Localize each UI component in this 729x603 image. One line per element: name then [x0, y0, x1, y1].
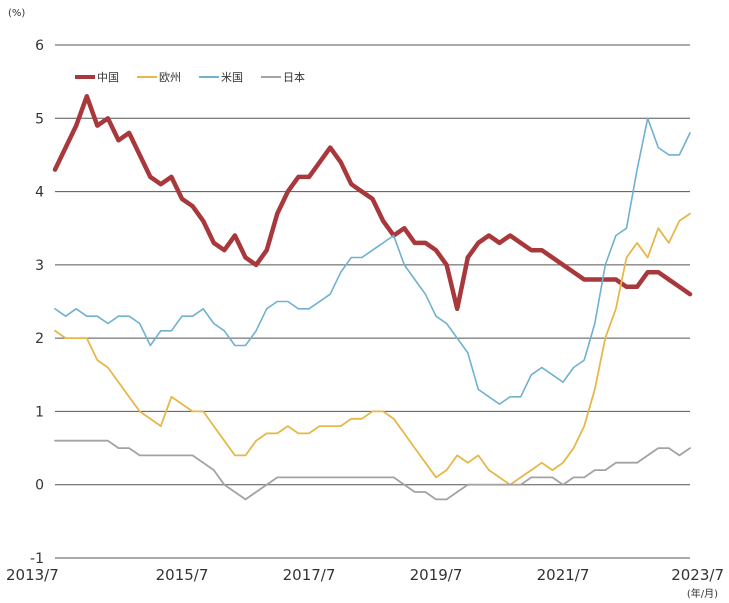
y-axis-unit-label: (%): [8, 8, 25, 19]
y-tick-label: 5: [35, 111, 44, 127]
x-axis-tick-labels: 2013/7 2015/7 2017/7 2019/7 2021/7 2023/7: [6, 566, 724, 584]
series-lines: [52, 94, 693, 501]
legend: 中国 欧州 米国 日本: [75, 70, 305, 84]
x-tick-label: 2013/7: [6, 566, 59, 584]
legend-label: 中国: [97, 71, 119, 84]
y-tick-label: 6: [35, 38, 44, 54]
x-tick-label: 2017/7: [283, 566, 336, 584]
x-tick-label: 2021/7: [537, 566, 590, 584]
series-line-3: [54, 439, 691, 501]
x-axis-unit-label: (年/月): [687, 587, 718, 600]
legend-label: 欧州: [159, 71, 181, 84]
y-tick-label: 4: [35, 185, 44, 201]
x-tick-label: 2023/7: [671, 566, 724, 584]
y-tick-label: -1: [30, 551, 44, 567]
y-tick-label: 0: [35, 478, 44, 494]
legend-label: 米国: [221, 71, 243, 84]
y-tick-label: 3: [35, 258, 44, 274]
series-line-0: [52, 94, 693, 312]
gridlines: [55, 44, 690, 559]
y-tick-label: 1: [35, 404, 44, 420]
y-tick-label: 2: [35, 331, 44, 347]
y-axis-tick-labels: -1 0 1 2 3 4 5 6: [30, 38, 44, 567]
x-tick-label: 2019/7: [410, 566, 463, 584]
x-tick-label: 2015/7: [156, 566, 209, 584]
legend-label: 日本: [283, 70, 305, 84]
series-line-2: [54, 117, 691, 405]
series-line-1: [54, 212, 691, 486]
